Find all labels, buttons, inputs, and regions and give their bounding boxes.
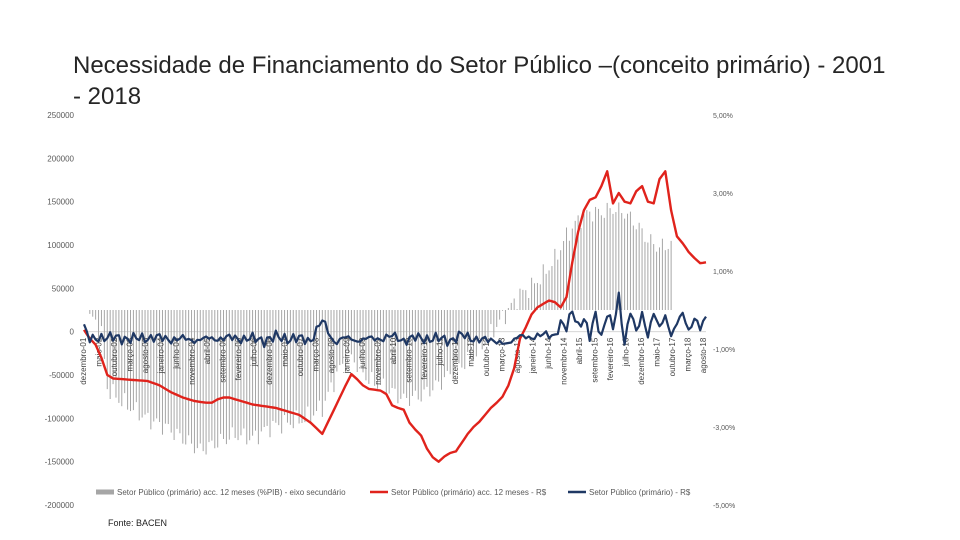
left-axis-tick: 50000 [52,284,75,293]
x-tick-label: dezembro-16 [637,337,646,385]
x-tick-label: abril-10 [389,337,398,364]
x-tick-label: maio-17 [653,337,662,366]
x-tick-label: novembro-04 [188,337,197,385]
x-tick-label: novembro-14 [560,337,569,385]
x-tick-label: outubro-12 [482,337,491,376]
x-axis-labels: dezembro-01 maio-02 outubro-02 março-03 agos… [79,337,708,385]
x-tick-label: fevereiro-16 [606,337,615,380]
x-tick-label: novembro-09 [374,337,383,385]
right-axis-tick: -3,00% [713,425,735,432]
x-tick-label: dezembro-01 [79,337,88,385]
x-tick-label: março-18 [684,337,693,371]
x-tick-label: março-13 [498,337,507,371]
left-axis-tick: 250000 [47,111,74,120]
x-tick-label: junho-04 [172,337,181,370]
x-tick-label: outubro-02 [110,337,119,376]
x-tick-label: outubro-17 [668,337,677,376]
x-tick-label: fevereiro-11 [420,337,429,380]
right-axis-tick: 3,00% [713,191,733,198]
x-tick-label: dezembro-11 [451,337,460,384]
right-axis-tick: -5,00% [713,503,735,510]
legend: Setor Público (primário) acc. 12 meses (… [96,488,691,497]
legend-label: Setor Público (primário) acc. 12 meses -… [391,488,547,497]
x-tick-label: maio-07 [281,337,290,366]
left-axis-tick: 0 [70,328,75,337]
series-bars [89,202,672,455]
x-tick-label: junho-14 [544,337,553,370]
left-axis-tick: 200000 [47,154,74,163]
right-axis-tick: 5,00% [713,113,733,120]
legend-label: Setor Público (primário) acc. 12 meses (… [117,488,346,497]
x-tick-label: outubro-07 [296,337,305,376]
x-tick-label: setembro-05 [219,337,228,382]
x-tick-label: setembro-15 [591,337,600,382]
x-tick-label: março-03 [126,337,135,371]
left-axis-tick: -100000 [45,414,75,423]
x-tick-label: agosto-03 [141,337,150,373]
series-line-acc-12-meses [82,170,707,463]
left-axis-tick: 150000 [47,198,74,207]
x-tick-label: setembro-10 [405,337,414,382]
x-tick-label: maio-12 [467,337,476,366]
right-axis-tick: -1,00% [713,347,735,354]
x-tick-label: julho-06 [250,337,259,367]
series-line-mensal [82,291,707,349]
x-tick-label: abril-05 [203,337,212,364]
right-axis: 5,00% 3,00% 1,00% -1,00% -3,00% -5,00% [713,113,735,510]
x-tick-label: abril-15 [575,337,584,364]
x-tick-label: fevereiro-06 [234,337,243,380]
x-tick-label: março-08 [312,337,321,371]
page-title: Necessidade de Financiamento do Setor Pú… [73,52,886,110]
x-tick-label: agosto-08 [327,337,336,373]
legend-label: Setor Público (primário) - R$ [589,488,691,497]
left-axis-tick: -150000 [45,458,75,467]
x-tick-label: janeiro-09 [343,337,352,374]
x-tick-label: julho-11 [436,337,445,366]
right-axis-tick: 1,00% [713,269,733,276]
x-tick-label: julho-16 [622,337,631,367]
x-tick-label: dezembro-06 [265,337,274,385]
legend-swatch [96,489,114,495]
x-tick-label: janeiro-04 [157,337,166,374]
left-axis: 250000 200000 150000 100000 50000 0 -50000 -100… [45,111,75,510]
left-axis-tick: 100000 [47,241,74,250]
x-tick-label: junho-09 [358,337,367,370]
series-lines [82,170,707,463]
left-axis-tick: -200000 [45,501,75,510]
source-note: Fonte: BACEN [108,518,168,528]
left-axis-tick: -50000 [49,371,74,380]
x-tick-label: agosto-18 [699,337,708,373]
x-tick-label: janeiro-14 [529,337,538,374]
